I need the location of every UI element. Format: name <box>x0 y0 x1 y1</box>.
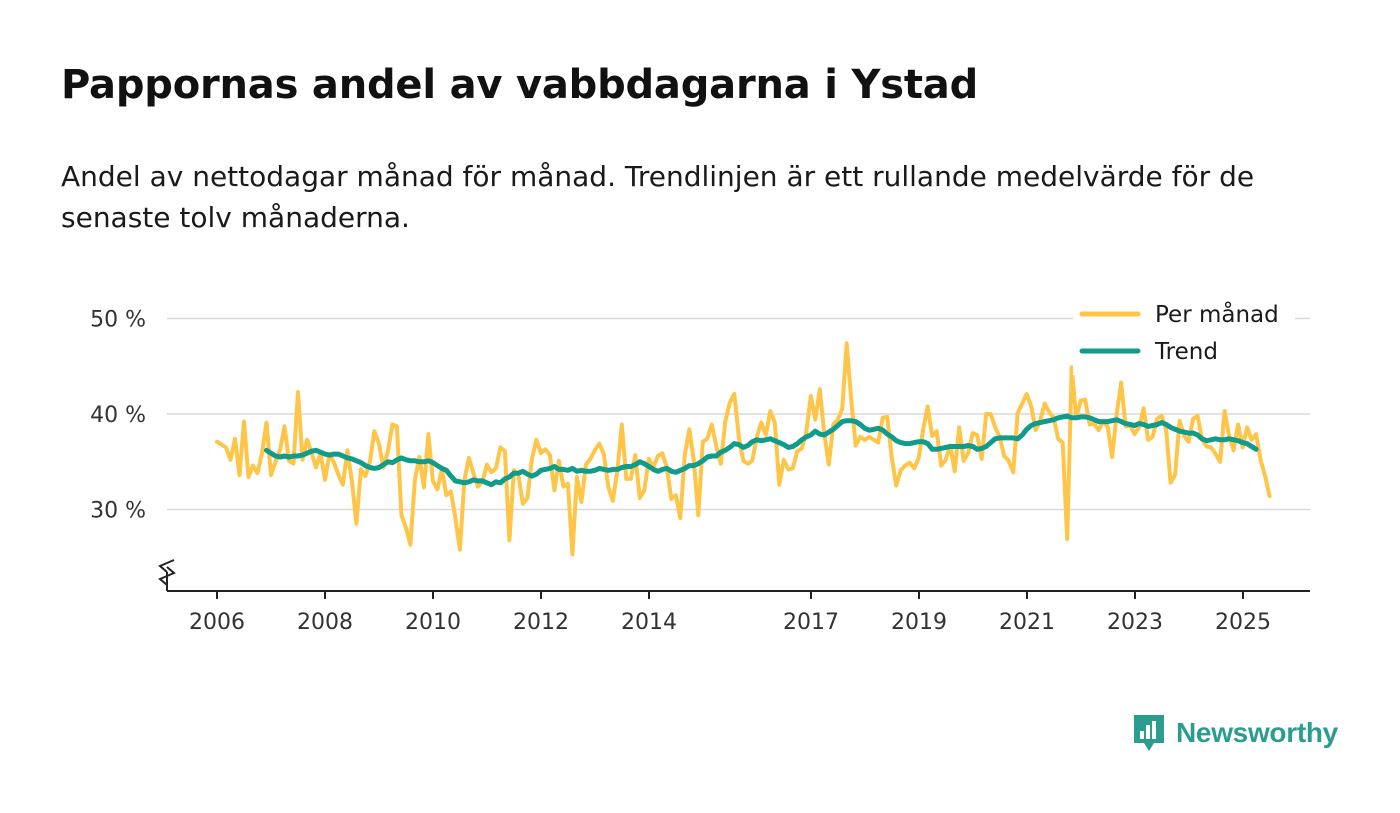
axes <box>158 559 1310 592</box>
series-line-per-manad <box>215 341 1272 557</box>
brand-logo: Newsworthy <box>1132 712 1338 754</box>
series-line-trend <box>264 413 1259 488</box>
y-tick-label-50: 50 % <box>90 308 146 333</box>
data-series <box>215 341 1272 557</box>
chart-title: Pappornas andel av vabbdagarna i Ystad <box>61 62 979 108</box>
x-tick-label-2023: 2023 <box>1107 610 1163 635</box>
x-tick-label-2010: 2010 <box>405 610 461 635</box>
legend-background <box>1073 295 1295 375</box>
y-tick-label-30: 30 % <box>90 499 146 524</box>
y-axis-tick-labels: 30 % 40 % 50 % <box>90 308 146 524</box>
y-tick-label-40: 40 % <box>90 403 146 428</box>
axis-break-zigzag-icon <box>158 566 176 586</box>
x-tick-label-2006: 2006 <box>189 610 245 635</box>
chart-subtitle: Andel av nettodagar månad för månad. Tre… <box>61 160 1255 234</box>
x-tick-label-2021: 2021 <box>999 610 1055 635</box>
x-tick-label-2014: 2014 <box>621 610 677 635</box>
legend-label-per-manad: Per månad <box>1155 300 1279 328</box>
brand-name: Newsworthy <box>1176 717 1338 748</box>
legend: Per månad Trend <box>1073 295 1295 375</box>
newsworthy-logo-icon <box>1134 715 1164 751</box>
x-tick-label-2019: 2019 <box>891 610 947 635</box>
legend-label-trend: Trend <box>1154 339 1218 365</box>
x-tick-label-2008: 2008 <box>297 610 353 635</box>
x-tick-label-2012: 2012 <box>513 610 569 635</box>
axis-break-icon <box>158 559 175 573</box>
x-tick-label-2017: 2017 <box>783 610 839 635</box>
x-tick-label-2025: 2025 <box>1215 610 1271 635</box>
x-axis-ticks: 2006 2008 2010 2012 2014 2017 2019 2021 2023 2025 <box>189 591 1271 635</box>
